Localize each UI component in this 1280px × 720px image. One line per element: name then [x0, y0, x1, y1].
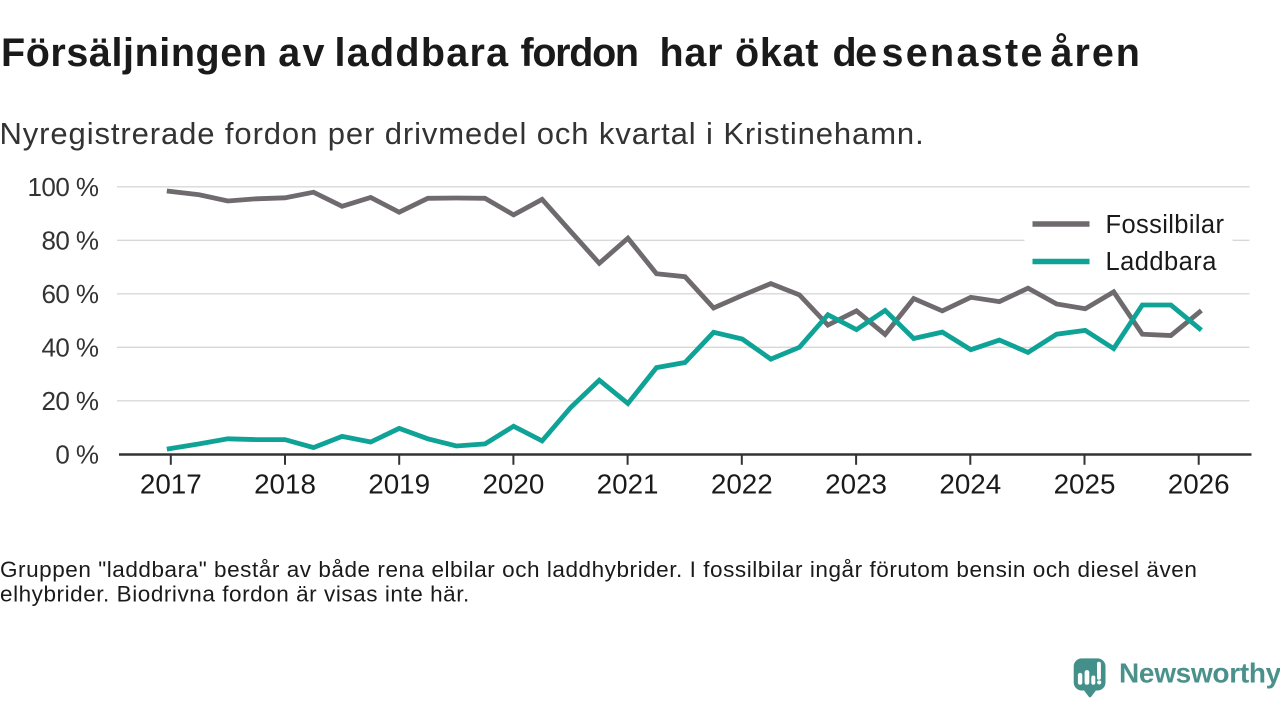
svg-text:2022: 2022	[711, 469, 773, 500]
svg-text:2023: 2023	[825, 469, 887, 500]
svg-text:80 %: 80 %	[41, 226, 98, 256]
svg-text:60 %: 60 %	[41, 279, 98, 309]
svg-text:2017: 2017	[140, 469, 202, 500]
svg-text:2019: 2019	[368, 469, 430, 500]
svg-text:Gruppen "laddbara" består av b: Gruppen "laddbara" består av både rena e…	[0, 557, 1197, 582]
svg-text:Nyregistrerade fordon per driv: Nyregistrerade fordon per drivmedel och …	[0, 116, 925, 151]
svg-text:fordon: fordon	[521, 31, 638, 75]
svg-text:elhybrider. Biodrivna fordon ä: elhybrider. Biodrivna fordon är visas in…	[0, 581, 470, 606]
svg-text:de: de	[833, 31, 877, 75]
svg-text:Laddbara: Laddbara	[1106, 248, 1218, 276]
svg-text:laddbara: laddbara	[335, 31, 510, 75]
svg-text:20 %: 20 %	[41, 386, 98, 416]
svg-text:2018: 2018	[254, 469, 316, 500]
svg-text:Newsworthy: Newsworthy	[1119, 657, 1280, 688]
svg-text:2026: 2026	[1168, 469, 1230, 500]
svg-text:Försäljningen: Försäljningen	[1, 31, 268, 75]
svg-text:0 %: 0 %	[55, 440, 99, 470]
svg-text:senaste: senaste	[882, 31, 1045, 75]
svg-text:40 %: 40 %	[41, 333, 98, 363]
svg-text:2025: 2025	[1054, 469, 1116, 500]
svg-text:Fossilbilar: Fossilbilar	[1106, 211, 1225, 239]
svg-text:av: av	[278, 31, 326, 75]
svg-text:2024: 2024	[939, 469, 1001, 500]
svg-text:2021: 2021	[597, 469, 659, 500]
svg-text:åren: åren	[1051, 31, 1142, 75]
svg-text:100 %: 100 %	[28, 172, 99, 202]
svg-text:2020: 2020	[482, 469, 544, 500]
svg-text:har ökat: har ökat	[660, 31, 820, 75]
